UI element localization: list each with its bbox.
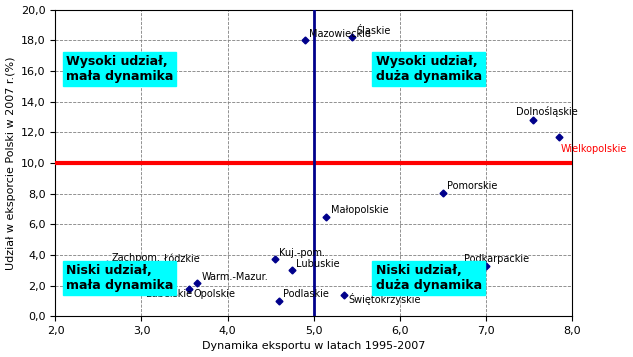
Y-axis label: Udział w eksporcie Polski w 2007 r.(%): Udział w eksporcie Polski w 2007 r.(%) [6,56,16,270]
Text: Wielkopolskie: Wielkopolskie [560,145,627,155]
Text: Dolnośląskie: Dolnośląskie [516,106,577,117]
Text: Niski udział,
duża dynamika: Niski udział, duża dynamika [375,263,482,292]
Text: Śląskie: Śląskie [356,24,391,36]
Text: Podkarpackie: Podkarpackie [464,254,529,264]
Text: Łódzkie: Łódzkie [163,254,200,264]
Text: Niski udział,
mała dynamika: Niski udział, mała dynamika [66,263,173,292]
Text: Pomorskie: Pomorskie [447,181,498,191]
Text: Kuj.-pom.: Kuj.-pom. [279,248,325,258]
Text: Zachpom.: Zachpom. [111,252,160,262]
Text: Świętokrzyskie: Świętokrzyskie [348,293,420,306]
Text: Opolskie: Opolskie [193,289,235,299]
Text: Wysoki udział,
duża dynamika: Wysoki udział, duża dynamika [375,55,482,83]
X-axis label: Dynamika eksportu w latach 1995-2007: Dynamika eksportu w latach 1995-2007 [202,341,425,351]
Text: Warm.-Mazur.: Warm.-Mazur. [202,272,268,282]
Text: Małopolskie: Małopolskie [331,205,389,215]
Text: Wysoki udział,
mała dynamika: Wysoki udział, mała dynamika [66,55,173,83]
Text: Mazowieckie: Mazowieckie [310,29,371,39]
Text: Lubuskie: Lubuskie [296,258,340,268]
Text: Lubelskie: Lubelskie [146,289,192,299]
Text: Podlaskie: Podlaskie [284,289,329,299]
